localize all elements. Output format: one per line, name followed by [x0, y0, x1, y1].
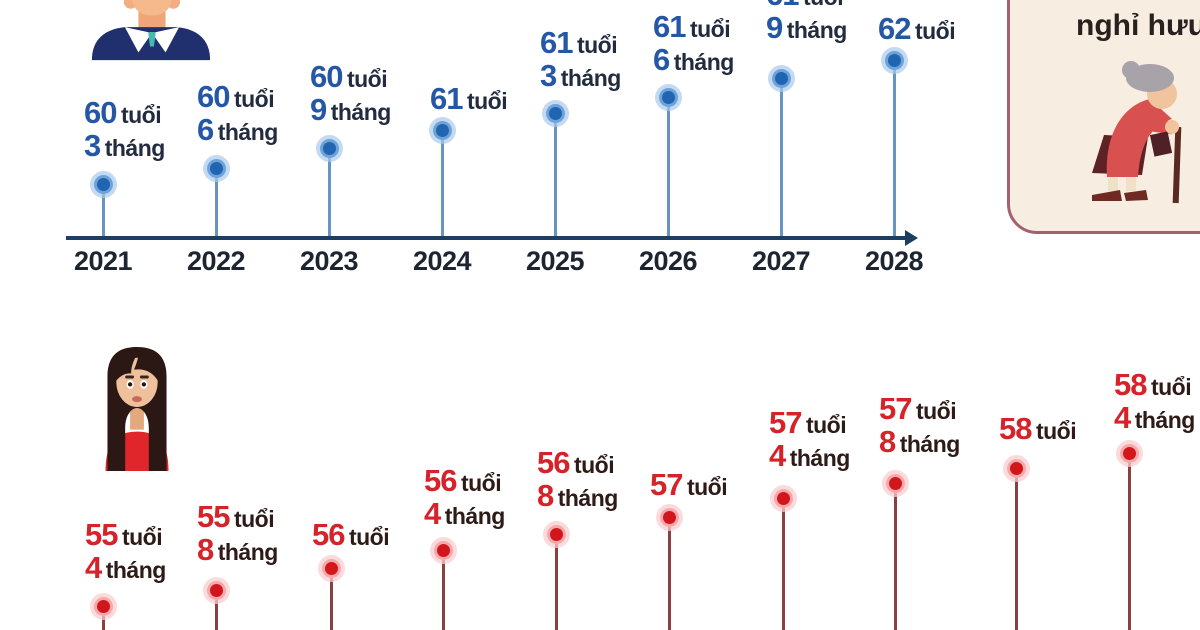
age-label: 61 tuổi 6 tháng: [653, 9, 734, 77]
age-label: 55 tuổi 8 tháng: [197, 499, 278, 567]
age-label: 60 tuổi 3 tháng: [84, 95, 165, 163]
timeline-dot: [777, 492, 790, 505]
timeline-dot: [97, 600, 110, 613]
timeline-stem: [328, 148, 331, 238]
year-label: 2021: [73, 246, 133, 276]
timeline-dot: [210, 162, 223, 175]
timeline-stem: [894, 483, 897, 630]
timeline-stem: [102, 184, 105, 238]
timeline-dot: [550, 528, 563, 541]
age-label: 60 tuổi 9 tháng: [310, 59, 391, 127]
year-label: 2024: [412, 246, 472, 276]
timeline-stem: [1128, 453, 1131, 630]
timeline-dot: [1123, 447, 1136, 460]
timeline-stem: [554, 113, 557, 238]
age-label: 56 tuổi: [312, 517, 390, 552]
year-label: 2027: [751, 246, 811, 276]
age-label: 62 tuổi: [878, 11, 956, 46]
age-number: 60: [84, 95, 117, 130]
timeline-stem: [215, 168, 218, 238]
timeline-dot: [323, 142, 336, 155]
timeline-dot: [1010, 462, 1023, 475]
age-label: 57 tuổi: [650, 467, 728, 502]
year-label: 2026: [638, 246, 698, 276]
timeline-dot: [549, 107, 562, 120]
panel-title: nghỉ hưu: [1076, 9, 1200, 42]
age-label: 60 tuổi 6 tháng: [197, 79, 278, 147]
timeline-stem: [215, 590, 218, 630]
timeline-axis: [66, 236, 907, 240]
timeline-stem: [668, 517, 671, 630]
timeline-dot: [325, 562, 338, 575]
age-label: 61 tuổi 9 tháng: [766, 0, 847, 45]
man-avatar-icon: [91, 0, 211, 61]
months-number: 3: [84, 128, 101, 163]
age-label: 57 tuổi 8 tháng: [879, 391, 960, 459]
timeline-stem: [780, 78, 783, 238]
timeline-stem: [782, 498, 785, 630]
timeline-dot: [437, 544, 450, 557]
age-label: 61 tuổi 3 tháng: [540, 25, 621, 93]
timeline-dot: [436, 124, 449, 137]
timeline-stem: [555, 534, 558, 630]
year-label: 2028: [864, 246, 924, 276]
retirement-panel: nghỉ hưu: [1007, 0, 1200, 234]
age-label: 55 tuổi 4 tháng: [85, 517, 166, 585]
year-label: 2022: [186, 246, 246, 276]
elderly-woman-with-cane-icon: [1092, 61, 1182, 204]
timeline-stem: [442, 550, 445, 630]
timeline-stem: [102, 606, 105, 630]
timeline-stem: [441, 130, 444, 238]
age-label: 58 tuổi 4 tháng: [1114, 367, 1195, 435]
age-label: 56 tuổi 8 tháng: [537, 445, 618, 513]
year-label: 2023: [299, 246, 359, 276]
age-label: 58 tuổi: [999, 411, 1077, 446]
timeline-dot: [97, 178, 110, 191]
age-label: 56 tuổi 4 tháng: [424, 463, 505, 531]
timeline-dot: [888, 54, 901, 67]
timeline-stem: [1015, 468, 1018, 630]
timeline-stem: [330, 568, 333, 630]
age-label: 57 tuổi 4 tháng: [769, 405, 850, 473]
timeline-dot: [889, 477, 902, 490]
timeline-stem: [893, 60, 896, 238]
age-label: 61 tuổi: [430, 81, 508, 116]
timeline-dot: [210, 584, 223, 597]
year-label: 2025: [525, 246, 585, 276]
timeline-dot: [775, 72, 788, 85]
timeline-dot: [663, 511, 676, 524]
timeline-dot: [662, 91, 675, 104]
timeline-stem: [667, 97, 670, 238]
timeline-axis-arrow: [905, 230, 918, 246]
woman-avatar-icon: [105, 346, 169, 471]
